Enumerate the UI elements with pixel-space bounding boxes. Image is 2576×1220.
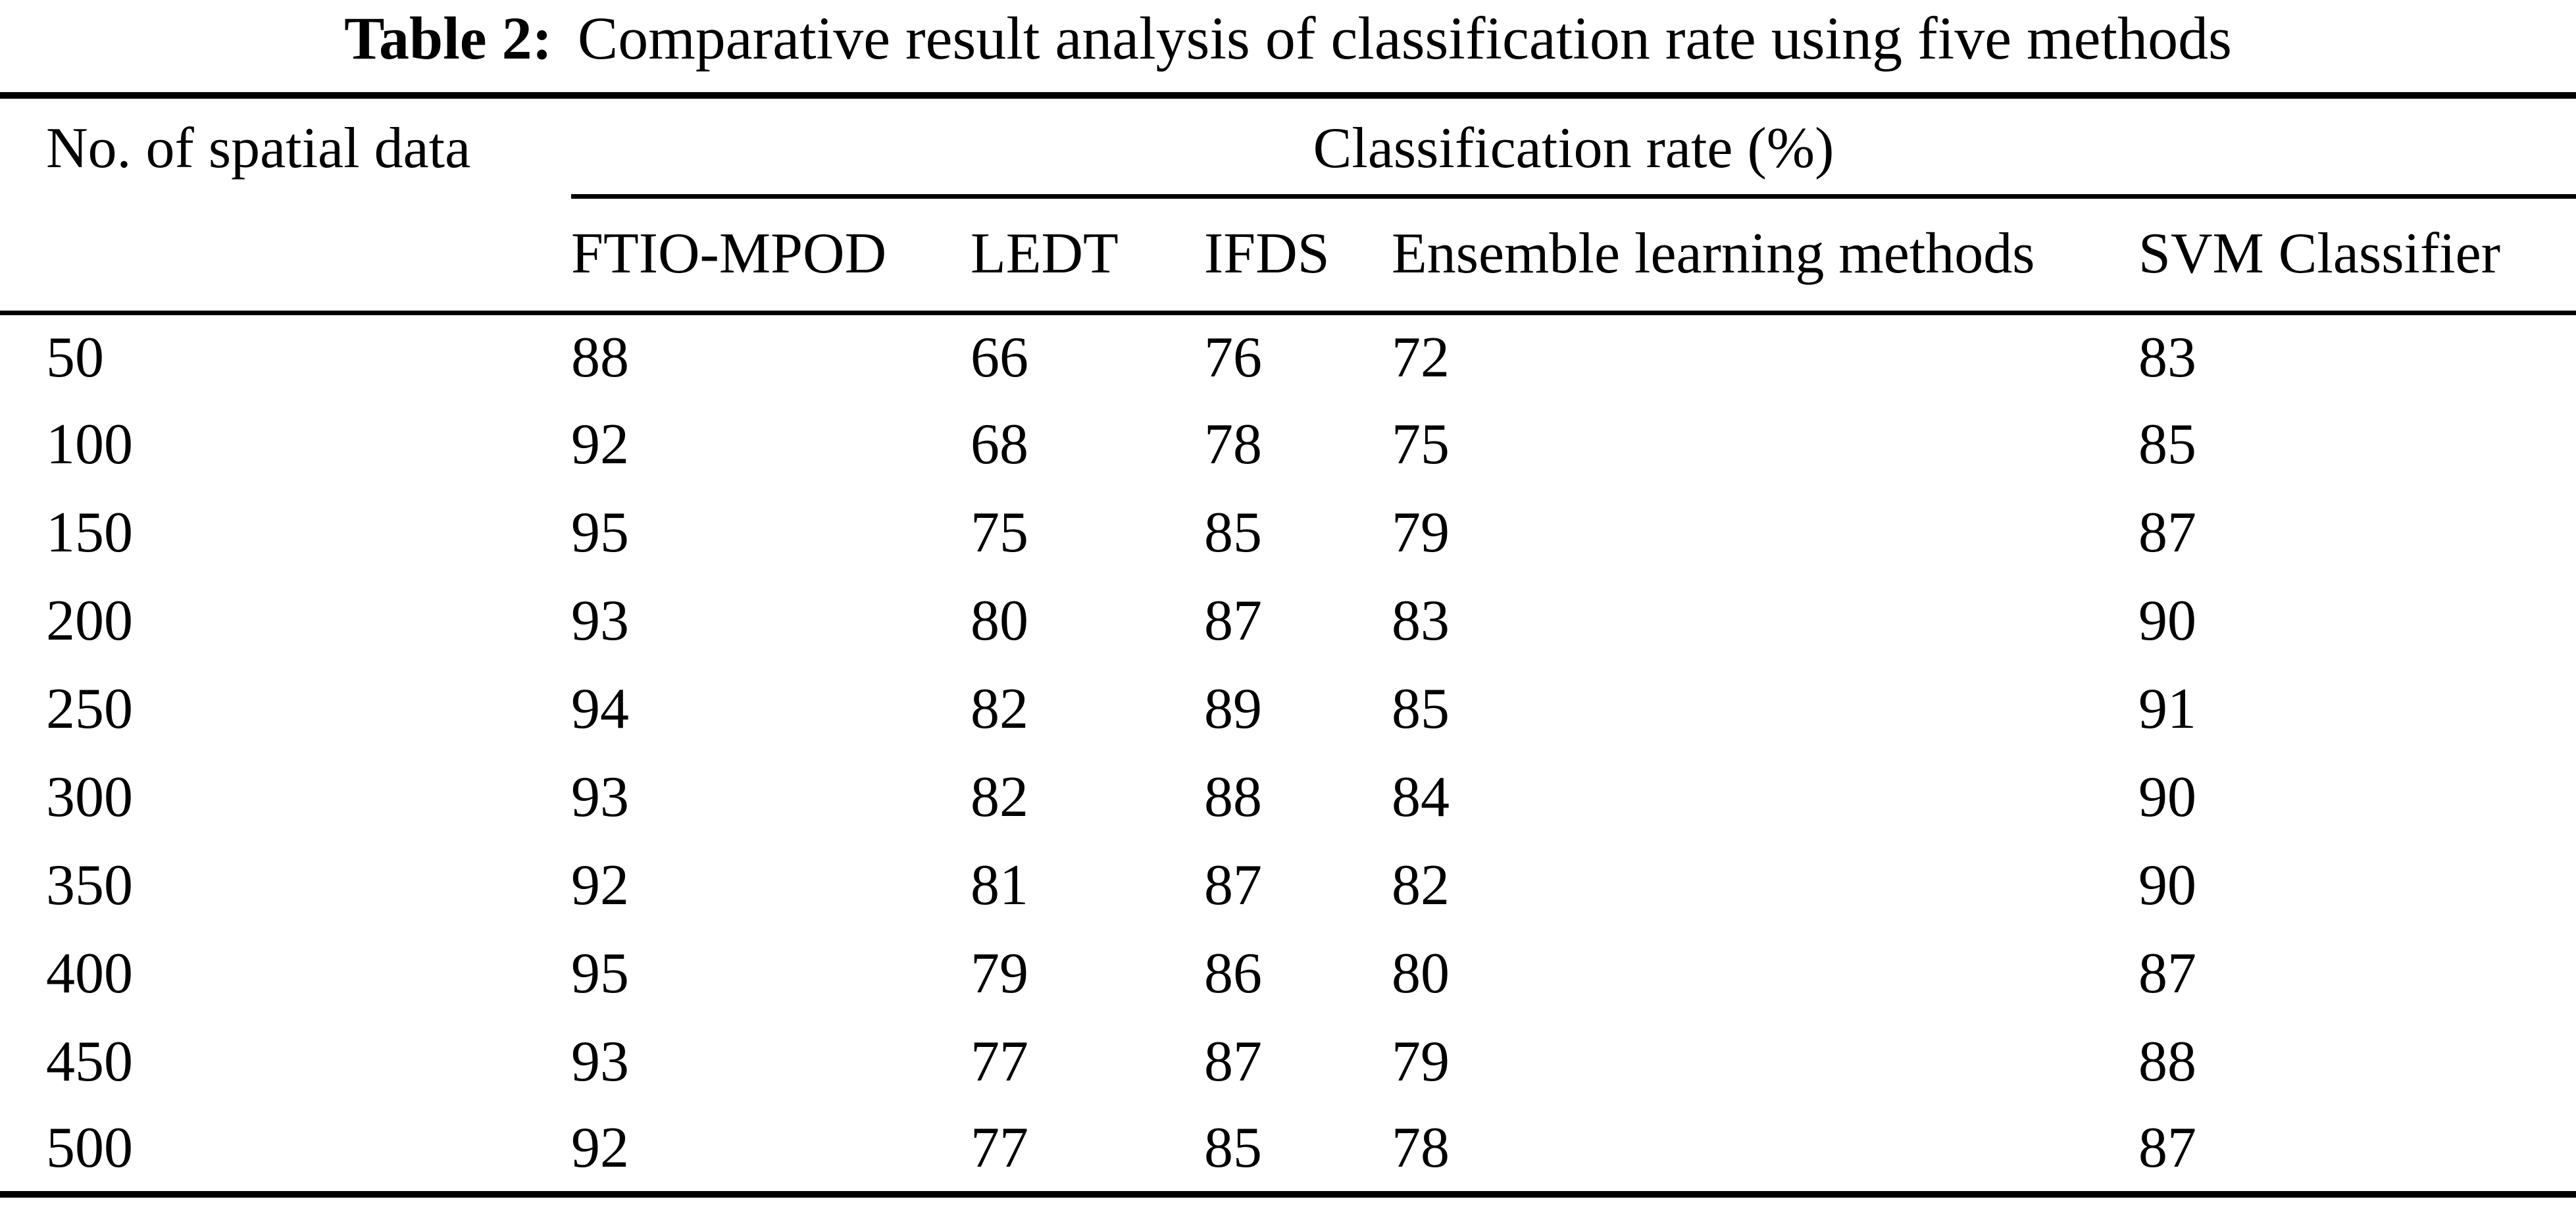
cell: 87 (1204, 1029, 1262, 1094)
data-table: No. of spatial data Classification rate … (0, 92, 2576, 1198)
cell: 68 (971, 412, 1028, 476)
cell: 87 (1204, 588, 1262, 653)
cell: 86 (1204, 941, 1262, 1005)
cell: 91 (2138, 676, 2196, 741)
cell: 90 (2138, 588, 2196, 653)
cell: 95 (571, 500, 629, 565)
column-header-spatial-data: No. of spatial data (0, 95, 571, 315)
cell: 78 (1204, 412, 1262, 476)
cell: 87 (2138, 500, 2196, 565)
cell: 150 (46, 500, 133, 565)
cell: 66 (971, 325, 1028, 390)
caption-text: Comparative result analysis of classific… (577, 5, 2232, 72)
column-header-ledt: LEDT (971, 196, 1204, 315)
cell: 87 (2138, 941, 2196, 1005)
cell: 89 (1204, 676, 1262, 741)
header-row-methods: FTIO-MPOD LEDT IFDS Ensemble learning me… (0, 196, 2576, 315)
cell: 83 (2138, 325, 2196, 390)
cell: 78 (1392, 1106, 2138, 1198)
table-row: 100 92 68 78 75 85 (0, 401, 2576, 489)
cell: 85 (2138, 412, 2196, 476)
cell: 76 (1204, 325, 1262, 390)
cell: 92 (571, 412, 629, 476)
cell: 85 (1392, 676, 1450, 741)
cell: 95 (571, 941, 629, 1005)
cell: 85 (1204, 1106, 1392, 1198)
cell: 75 (1392, 412, 1450, 476)
cell: 200 (46, 588, 133, 653)
cell: 72 (1392, 325, 1450, 390)
cell: 84 (1392, 765, 1450, 829)
table-row: 500 92 77 85 78 87 (0, 1106, 2576, 1198)
cell: 80 (971, 588, 1028, 653)
caption-label: Table 2: (344, 5, 553, 72)
column-header-svm: SVM Classifier (2138, 196, 2576, 315)
cell: 88 (2138, 1029, 2196, 1094)
table-row: 50 88 66 76 72 83 (0, 313, 2576, 401)
cell: 77 (971, 1029, 1028, 1094)
group-header-classification-rate: Classification rate (%) (571, 95, 2576, 199)
table-row: 300 93 82 88 84 90 (0, 753, 2576, 842)
column-header-ensemble: Ensemble learning methods (1392, 196, 2138, 315)
cell: 79 (1392, 1029, 1450, 1094)
table-row: 200 93 80 87 83 90 (0, 577, 2576, 665)
cell: 88 (1204, 765, 1262, 829)
cell: 50 (46, 325, 104, 390)
table-row: 150 95 75 85 79 87 (0, 489, 2576, 577)
cell: 75 (971, 500, 1028, 565)
table-caption: Table 2: Comparative result analysis of c… (0, 5, 2576, 72)
cell: 300 (46, 765, 133, 829)
cell: 90 (2138, 853, 2196, 917)
cell: 450 (46, 1029, 133, 1094)
cell: 500 (0, 1106, 571, 1198)
cell: 87 (2138, 1106, 2576, 1198)
cell: 83 (1392, 588, 1450, 653)
cell: 87 (1204, 853, 1262, 917)
cell: 82 (971, 765, 1028, 829)
column-header-ifds: IFDS (1204, 196, 1392, 315)
cell: 92 (571, 1106, 971, 1198)
cell: 85 (1204, 500, 1262, 565)
cell: 82 (1392, 853, 1450, 917)
table-row: 350 92 81 87 82 90 (0, 842, 2576, 930)
cell: 100 (46, 412, 133, 476)
header-row-group: No. of spatial data Classification rate … (0, 95, 2576, 315)
cell: 88 (571, 325, 629, 390)
table-row: 250 94 82 89 85 91 (0, 665, 2576, 753)
cell: 79 (971, 941, 1028, 1005)
table-row: 400 95 79 86 80 87 (0, 930, 2576, 1018)
cell: 93 (571, 1029, 629, 1094)
cell: 250 (46, 676, 133, 741)
cell: 93 (571, 765, 629, 829)
table-row: 450 93 77 87 79 88 (0, 1018, 2576, 1106)
cell: 81 (971, 853, 1028, 917)
cell: 77 (971, 1106, 1204, 1198)
cell: 90 (2138, 765, 2196, 829)
cell: 80 (1392, 941, 1450, 1005)
cell: 79 (1392, 500, 1450, 565)
cell: 92 (571, 853, 629, 917)
cell: 400 (46, 941, 133, 1005)
cell: 350 (46, 853, 133, 917)
cell: 82 (971, 676, 1028, 741)
cell: 94 (571, 676, 629, 741)
column-header-ftio-mpod: FTIO-MPOD (571, 196, 971, 315)
cell: 93 (571, 588, 629, 653)
